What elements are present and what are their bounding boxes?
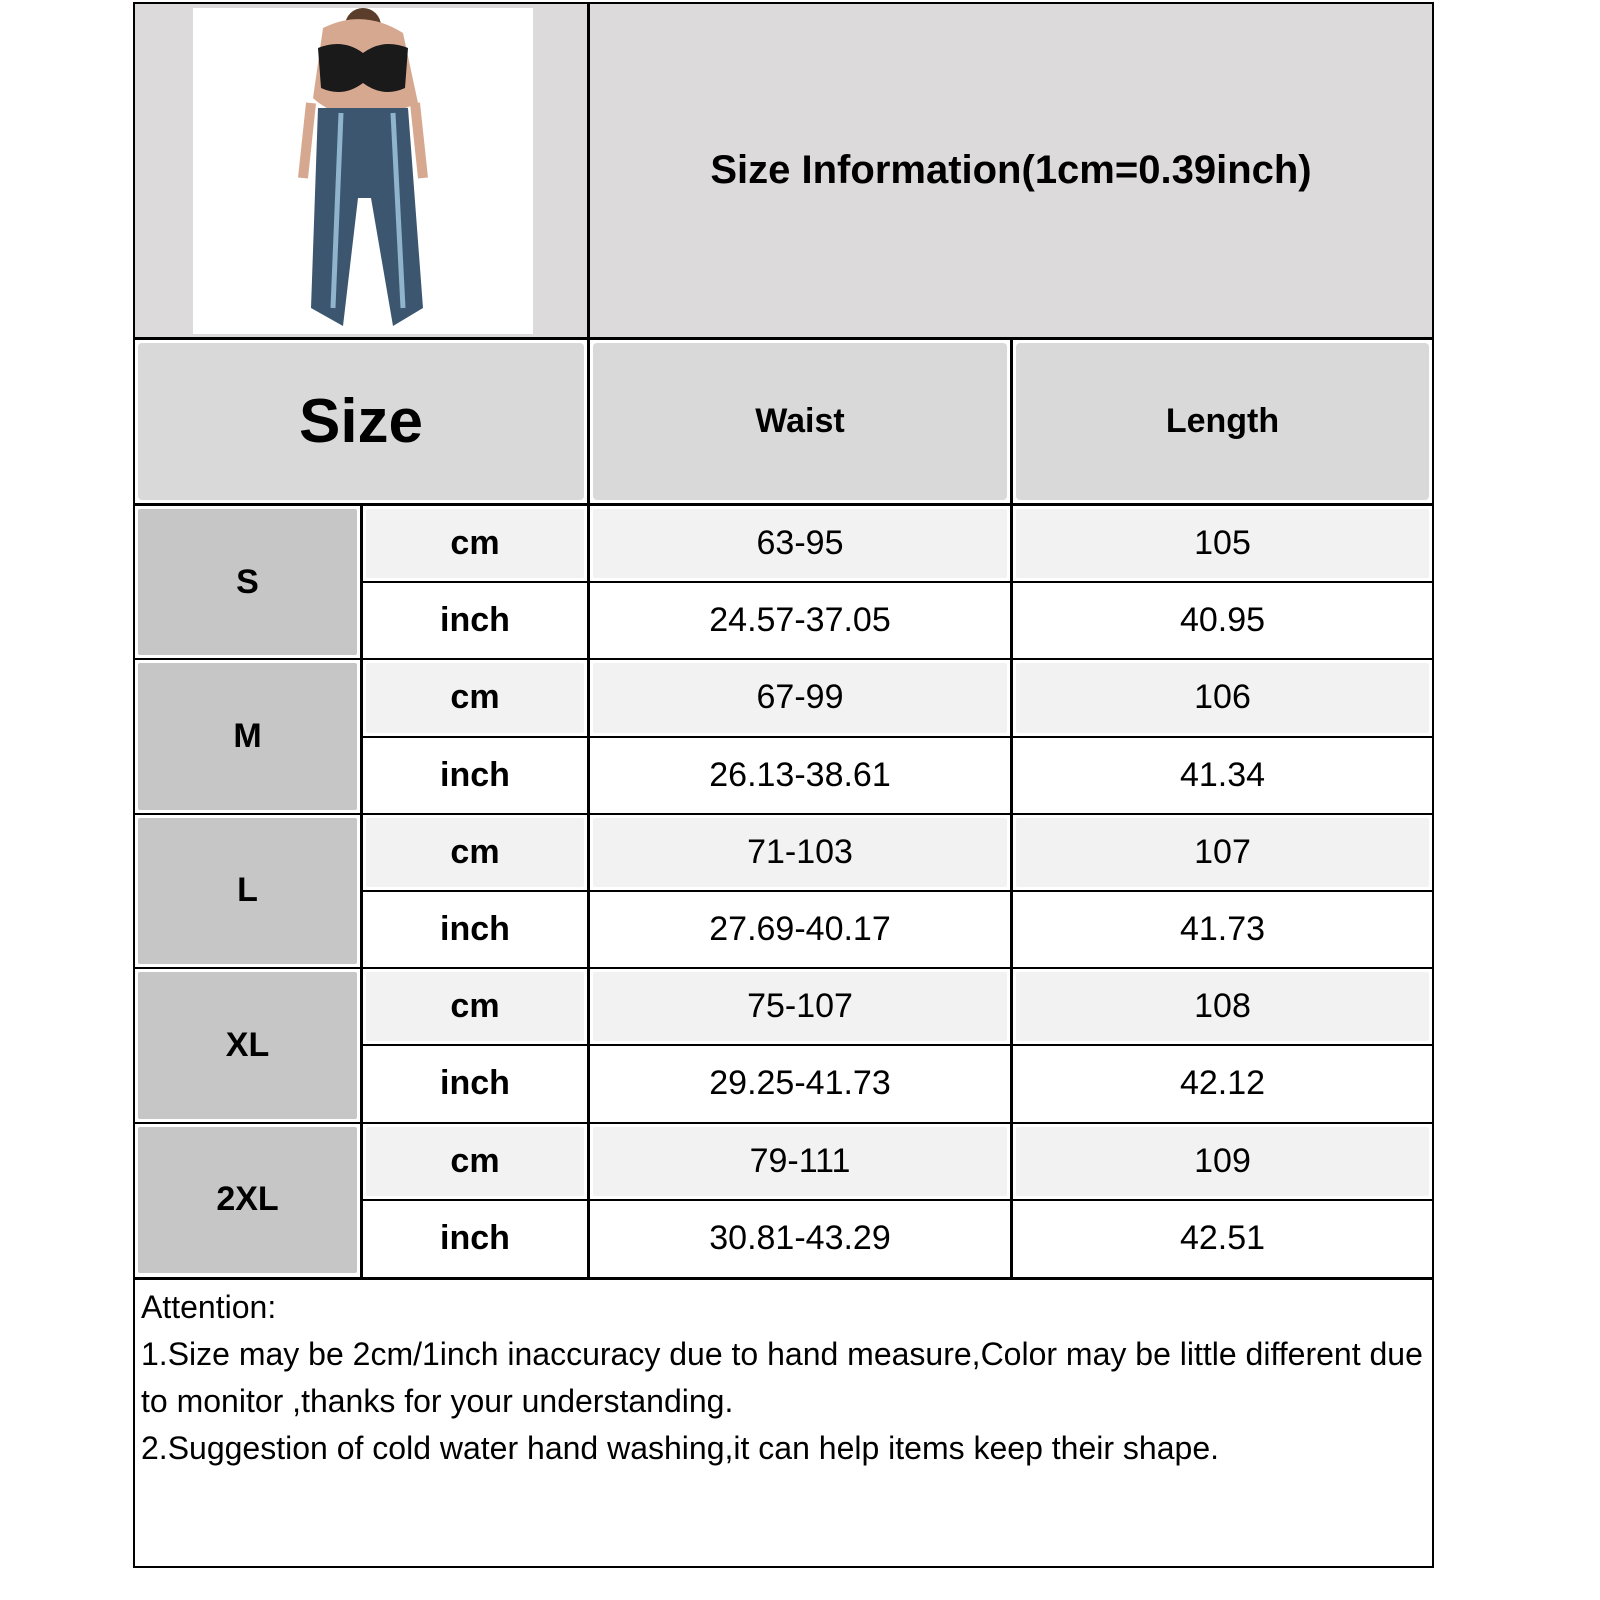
size-label: M — [233, 717, 262, 756]
unit-label: cm — [450, 1141, 500, 1180]
length-value-cell: 40.95 — [1013, 583, 1432, 658]
waist-value-cell: 24.57-37.05 — [590, 583, 1010, 658]
length-value: 105 — [1194, 524, 1251, 563]
title-cell: Size Information(1cm=0.39inch) — [590, 4, 1432, 337]
unit-label: cm — [450, 678, 500, 717]
size-label: L — [237, 871, 258, 910]
length-value: 42.12 — [1179, 1064, 1266, 1103]
waist-value: 26.13-38.61 — [709, 755, 891, 794]
unit-label: inch — [440, 1064, 510, 1103]
waist-value-cell: 71-103 — [590, 815, 1010, 890]
length-value-cell: 42.51 — [1013, 1201, 1432, 1276]
waist-value: 67-99 — [756, 678, 844, 717]
waist-value-cell: 79-111 — [590, 1124, 1010, 1199]
unit-label-cell: cm — [363, 1124, 587, 1199]
size-label-cell: XL — [135, 969, 360, 1121]
size-label-cell: L — [135, 815, 360, 967]
waist-value-cell: 30.81-43.29 — [590, 1201, 1010, 1276]
length-value-cell: 109 — [1013, 1124, 1432, 1199]
length-value-cell: 41.34 — [1013, 738, 1432, 813]
waist-value: 24.57-37.05 — [709, 601, 891, 640]
waist-header-cell: Waist — [590, 340, 1010, 503]
length-value: 42.51 — [1179, 1218, 1266, 1257]
length-header: Length — [1165, 402, 1280, 440]
unit-label: inch — [440, 1218, 510, 1257]
length-value: 40.95 — [1179, 601, 1266, 640]
waist-value: 27.69-40.17 — [709, 910, 891, 949]
size-header-cell: Size — [135, 340, 587, 503]
waist-header: Waist — [755, 402, 845, 440]
size-label-cell: M — [135, 660, 360, 812]
unit-label: cm — [450, 524, 500, 563]
product-photo-cell — [135, 4, 587, 337]
unit-label: inch — [440, 755, 510, 794]
length-value-cell: 105 — [1013, 506, 1432, 581]
waist-value: 63-95 — [756, 524, 844, 563]
length-value-cell: 41.73 — [1013, 892, 1432, 967]
product-photo — [193, 8, 533, 334]
unit-label-cell: cm — [363, 506, 587, 581]
length-value: 41.34 — [1179, 755, 1266, 794]
length-value: 107 — [1194, 832, 1251, 871]
length-value: 109 — [1194, 1141, 1251, 1180]
attention-notes: Attention: 1.Size may be 2cm/1inch inacc… — [141, 1284, 1426, 1472]
waist-value: 79-111 — [749, 1141, 851, 1180]
length-value-cell: 108 — [1013, 969, 1432, 1044]
attention-note-1: 1.Size may be 2cm/1inch inaccuracy due t… — [141, 1336, 1423, 1419]
unit-label-cell: inch — [363, 1201, 587, 1276]
size-label: 2XL — [216, 1180, 279, 1219]
length-value-cell: 42.12 — [1013, 1046, 1432, 1121]
waist-value: 29.25-41.73 — [709, 1064, 891, 1103]
unit-label-cell: cm — [363, 660, 587, 735]
unit-label-cell: inch — [363, 583, 587, 658]
unit-label-cell: cm — [363, 815, 587, 890]
unit-label-cell: inch — [363, 738, 587, 813]
waist-value: 30.81-43.29 — [709, 1218, 891, 1257]
unit-label-cell: inch — [363, 1046, 587, 1121]
page-title: Size Information(1cm=0.39inch) — [710, 148, 1312, 192]
unit-label-cell: cm — [363, 969, 587, 1044]
size-label-cell: S — [135, 506, 360, 658]
length-value: 108 — [1194, 987, 1251, 1026]
length-value-cell: 106 — [1013, 660, 1432, 735]
length-value: 41.73 — [1179, 910, 1266, 949]
size-label: XL — [225, 1025, 270, 1064]
waist-value: 75-107 — [747, 987, 853, 1026]
unit-label: cm — [450, 832, 500, 871]
waist-value-cell: 67-99 — [590, 660, 1010, 735]
unit-label: inch — [440, 601, 510, 640]
unit-label: cm — [450, 987, 500, 1026]
waist-value-cell: 26.13-38.61 — [590, 738, 1010, 813]
length-value-cell: 107 — [1013, 815, 1432, 890]
size-label: S — [236, 562, 259, 601]
unit-label-cell: inch — [363, 892, 587, 967]
waist-value-cell: 27.69-40.17 — [590, 892, 1010, 967]
waist-value: 71-103 — [747, 832, 853, 871]
waist-value-cell: 63-95 — [590, 506, 1010, 581]
size-label-cell: 2XL — [135, 1124, 360, 1276]
waist-value-cell: 75-107 — [590, 969, 1010, 1044]
model-flared-pants-image — [298, 8, 428, 326]
waist-value-cell: 29.25-41.73 — [590, 1046, 1010, 1121]
unit-label: inch — [440, 910, 510, 949]
attention-note-2: 2.Suggestion of cold water hand washing,… — [141, 1430, 1219, 1466]
length-value: 106 — [1194, 678, 1251, 717]
length-header-cell: Length — [1013, 340, 1432, 503]
size-header: Size — [298, 387, 424, 456]
attention-heading: Attention: — [141, 1289, 277, 1325]
